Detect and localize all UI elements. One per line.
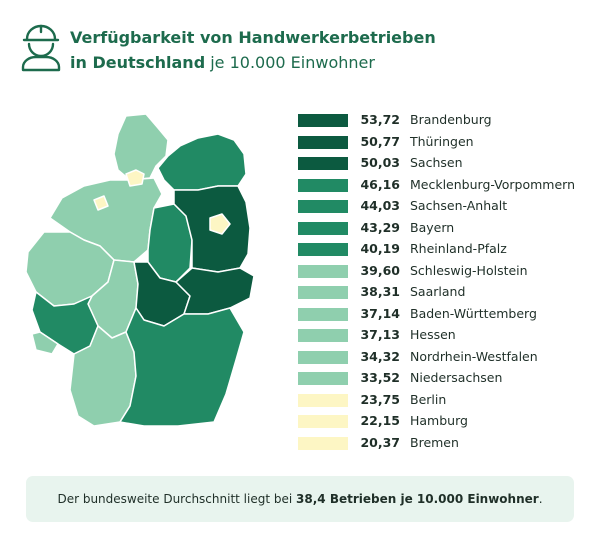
legend-row-bremen: 20,37 Bremen xyxy=(298,433,588,455)
legend-label: Niedersachsen xyxy=(410,370,503,385)
legend-swatch xyxy=(298,221,348,235)
legend-value: 33,52 xyxy=(360,370,400,385)
legend-value: 44,03 xyxy=(360,198,400,213)
legend-label: Berlin xyxy=(410,391,447,407)
legend-label: Bremen xyxy=(410,434,459,450)
title-line-1: Verfügbarkeit von Handwerkerbetrieben xyxy=(70,28,436,47)
legend-label: Schleswig-Holstein xyxy=(410,262,528,278)
legend-label: Nordrhein-Westfalen xyxy=(410,348,538,364)
legend-row-berlin: 23,75 Berlin xyxy=(298,390,588,412)
legend-value: 43,29 xyxy=(360,219,400,235)
legend-value: 53,72 xyxy=(360,112,400,127)
legend-label: Saarland xyxy=(410,284,466,299)
legend-label: Sachsen xyxy=(410,155,463,170)
legend-value: 20,37 xyxy=(360,434,400,450)
legend-value: 34,32 xyxy=(360,348,400,364)
legend-value: 50,03 xyxy=(360,155,400,170)
legend-row-thueringen: 50,77 Thüringen xyxy=(298,132,588,154)
germany-map xyxy=(25,113,255,427)
map-state-schleswig-holstein xyxy=(113,113,169,181)
legend-row-hessen: 37,13 Hessen xyxy=(298,325,588,347)
worker-helmet-icon xyxy=(21,24,61,72)
legend-row-hamburg: 22,15 Hamburg xyxy=(298,411,588,433)
legend-row-mecklenburg-vorpommern: 46,16 Mecklenburg-Vorpommern xyxy=(298,175,588,197)
legend-value: 50,77 xyxy=(360,133,400,149)
legend-swatch xyxy=(298,200,348,213)
title-unit: je 10.000 Einwohner xyxy=(210,53,375,72)
legend-swatch xyxy=(298,372,348,385)
legend-row-saarland: 38,31 Saarland xyxy=(298,282,588,304)
legend-swatch xyxy=(298,264,348,278)
title-region: in Deutschland xyxy=(70,53,206,72)
legend-value: 40,19 xyxy=(360,241,400,256)
average-note-value: 38,4 Betrieben je 10.000 Einwohner xyxy=(296,492,539,506)
legend-value: 46,16 xyxy=(360,176,400,192)
legend-label: Sachsen-Anhalt xyxy=(410,198,508,213)
map-state-mecklenburg-vorpommern xyxy=(157,133,247,191)
legend-label: Thüringen xyxy=(410,133,474,149)
legend-value: 37,14 xyxy=(360,305,400,321)
header: Verfügbarkeit von Handwerkerbetrieben in… xyxy=(18,20,578,90)
legend-label: Hamburg xyxy=(410,413,468,428)
legend-value: 39,60 xyxy=(360,262,400,278)
legend-swatch xyxy=(298,350,348,364)
legend-row-bayern: 43,29 Bayern xyxy=(298,218,588,240)
map-state-bayern xyxy=(119,307,245,427)
legend-row-brandenburg: 53,72 Brandenburg xyxy=(298,110,588,132)
legend-label: Brandenburg xyxy=(410,112,492,127)
legend-swatch xyxy=(298,393,348,407)
legend-label: Baden-Württemberg xyxy=(410,305,537,321)
legend-row-nordrhein-westfalen: 34,32 Nordrhein-Westfalen xyxy=(298,347,588,369)
legend-swatch xyxy=(298,307,348,321)
average-note-suffix: . xyxy=(538,492,543,506)
legend-label: Bayern xyxy=(410,219,455,235)
legend-swatch xyxy=(298,286,348,299)
legend-swatch xyxy=(298,436,348,450)
legend-row-rheinland-pfalz: 40,19 Rheinland-Pfalz xyxy=(298,239,588,261)
title-line-2: in Deutschland je 10.000 Einwohner xyxy=(70,53,375,72)
legend-swatch xyxy=(298,178,348,192)
legend-swatch xyxy=(298,243,348,256)
legend: 53,72 Brandenburg 50,77 Thüringen 50,03 Sachs… xyxy=(298,110,588,454)
legend-value: 23,75 xyxy=(360,391,400,407)
map-state-berlin xyxy=(209,213,231,235)
legend-swatch xyxy=(298,329,348,342)
map-state-saarland xyxy=(31,331,59,355)
legend-swatch xyxy=(298,415,348,428)
legend-label: Mecklenburg-Vorpommern xyxy=(410,176,575,192)
legend-row-schleswig-holstein: 39,60 Schleswig-Holstein xyxy=(298,261,588,283)
legend-value: 37,13 xyxy=(360,327,400,342)
legend-label: Rheinland-Pfalz xyxy=(410,241,507,256)
map-state-hamburg xyxy=(125,169,145,187)
legend-value: 38,31 xyxy=(360,284,400,299)
legend-label: Hessen xyxy=(410,327,456,342)
legend-row-baden-wuerttemberg: 37,14 Baden-Württemberg xyxy=(298,304,588,326)
legend-row-sachsen: 50,03 Sachsen xyxy=(298,153,588,175)
map-state-bremen xyxy=(93,195,109,211)
average-note: Der bundesweite Durchschnitt liegt bei 3… xyxy=(26,476,574,522)
legend-swatch xyxy=(298,114,348,127)
legend-row-niedersachsen: 33,52 Niedersachsen xyxy=(298,368,588,390)
legend-swatch xyxy=(298,157,348,170)
average-note-prefix: Der bundesweite Durchschnitt liegt bei xyxy=(57,492,293,506)
legend-row-sachsen-anhalt: 44,03 Sachsen-Anhalt xyxy=(298,196,588,218)
legend-swatch xyxy=(298,135,348,149)
map-state-sachsen xyxy=(175,267,255,315)
legend-value: 22,15 xyxy=(360,413,400,428)
